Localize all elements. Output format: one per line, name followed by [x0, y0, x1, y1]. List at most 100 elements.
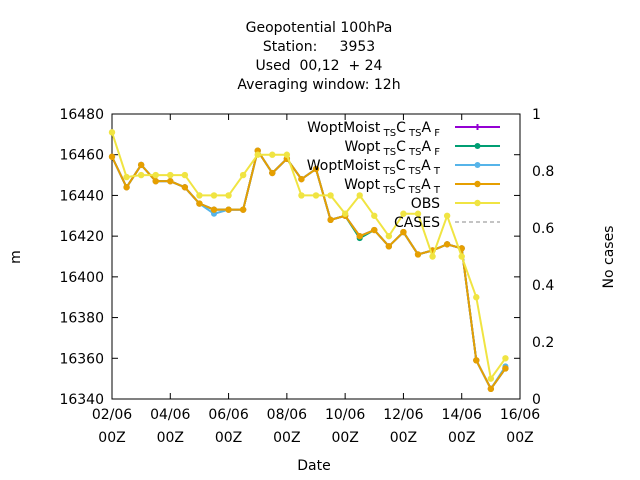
- title-line-4: Averaging window: 12h: [237, 77, 400, 93]
- series-line: [111, 148, 507, 391]
- y2-tick-label: 0.6: [532, 221, 554, 237]
- data-point: [108, 129, 116, 136]
- x-tick-label: 02/06: [92, 407, 132, 423]
- data-point: [225, 192, 232, 199]
- y-tick-label: 16380: [59, 311, 104, 327]
- data-point: [210, 192, 218, 199]
- series-layer: [108, 129, 509, 393]
- series-line: [111, 132, 507, 382]
- data-point: [312, 165, 320, 173]
- data-point: [327, 216, 334, 224]
- x-axis-ticks: 02/06 00Z 04/06 00Z 06/06 00Z 08/06 00Z 10/06 00Z…: [92, 114, 540, 446]
- series-line: [111, 148, 507, 391]
- y2-tick-label: 0.4: [532, 278, 554, 294]
- data-point: [298, 192, 305, 199]
- series-line: [111, 148, 507, 391]
- data-point: [181, 171, 189, 179]
- title-line-2: Station: 3953: [263, 39, 375, 55]
- series-1: [109, 147, 509, 392]
- data-point: [196, 200, 203, 207]
- data-point: [327, 192, 334, 199]
- data-point: [385, 243, 393, 250]
- legend-label: Wopt TSC TSA F: [344, 139, 440, 158]
- data-point: [371, 226, 378, 234]
- y2-axis-ticks: 0 0.2 0.4 0.6 0.8 1: [532, 107, 554, 408]
- series-5: [108, 129, 509, 382]
- x-tick-label: 00Z: [98, 430, 125, 446]
- legend-label: Wopt TSC TSA T: [344, 177, 441, 196]
- data-point: [356, 232, 363, 240]
- series-4: [108, 147, 509, 393]
- data-point: [487, 385, 495, 393]
- data-point: [414, 210, 422, 217]
- y-tick-label: 16460: [59, 148, 104, 164]
- data-point: [473, 294, 480, 301]
- data-point: [474, 124, 481, 130]
- y-tick-label: 16480: [59, 107, 104, 123]
- title-line-1: Geopotential 100hPa: [246, 20, 393, 36]
- data-point: [487, 375, 495, 382]
- y2-tick-label: 0.8: [532, 164, 554, 180]
- data-point: [443, 212, 451, 219]
- data-point: [123, 184, 130, 191]
- x-tick-label: 12/06: [383, 407, 423, 423]
- data-point: [458, 253, 465, 260]
- data-point: [298, 175, 305, 183]
- data-point: [385, 232, 393, 240]
- data-point: [414, 251, 422, 258]
- data-point: [283, 151, 291, 158]
- x-tick-label: 00Z: [331, 430, 358, 446]
- y-tick-label: 16340: [59, 392, 104, 408]
- x-tick-label: 00Z: [157, 430, 184, 446]
- data-point: [474, 199, 481, 207]
- data-point: [474, 143, 481, 149]
- x-tick-label: 16/06: [500, 407, 540, 423]
- x-tick-label: 10/06: [325, 407, 365, 423]
- legend-label: WoptMoist TSC TSA T: [307, 158, 441, 177]
- x-tick-label: 00Z: [448, 430, 475, 446]
- y-axis-ticks: 16340 16360 16380 16400 16420 16440 16460 16480: [59, 107, 520, 408]
- x-axis-label: Date: [297, 458, 330, 474]
- data-point: [502, 355, 509, 362]
- series-2: [109, 147, 509, 392]
- data-point: [108, 153, 116, 160]
- x-tick-label: 06/06: [208, 407, 248, 423]
- data-point: [137, 171, 145, 179]
- data-point: [181, 184, 189, 191]
- data-point: [341, 210, 349, 217]
- data-point: [152, 177, 159, 185]
- x-tick-label: 08/06: [267, 407, 307, 423]
- y2-tick-label: 0.2: [532, 335, 554, 351]
- title-line-3: Used 00,12 + 24: [256, 58, 383, 74]
- x-tick-label: 00Z: [506, 430, 533, 446]
- chart-title: Geopotential 100hPa Station: 3953 Used 0…: [237, 20, 400, 93]
- data-point: [269, 169, 276, 177]
- data-point: [254, 151, 261, 158]
- x-tick-label: 00Z: [390, 430, 417, 446]
- data-point: [239, 206, 247, 213]
- data-point: [443, 241, 451, 248]
- data-point: [137, 161, 145, 169]
- data-point: [210, 206, 218, 213]
- data-point: [474, 180, 481, 188]
- series-line: [111, 148, 507, 391]
- y-axis-label: m: [8, 250, 24, 264]
- data-point: [123, 173, 130, 181]
- legend-label: OBS: [411, 196, 440, 212]
- plot-frame: [111, 113, 521, 400]
- series-3: [109, 147, 509, 392]
- data-point: [225, 206, 232, 213]
- data-point: [473, 357, 480, 364]
- y2-tick-label: 1: [532, 107, 541, 123]
- y-tick-label: 16360: [59, 351, 104, 367]
- data-point: [239, 171, 247, 179]
- y2-tick-label: 0: [532, 392, 541, 408]
- x-tick-label: 14/06: [442, 407, 482, 423]
- data-point: [400, 210, 407, 217]
- data-point: [502, 365, 509, 372]
- legend-label: WoptMoist TSC TSA F: [307, 120, 440, 139]
- data-point: [312, 192, 320, 199]
- x-tick-label: 04/06: [150, 407, 190, 423]
